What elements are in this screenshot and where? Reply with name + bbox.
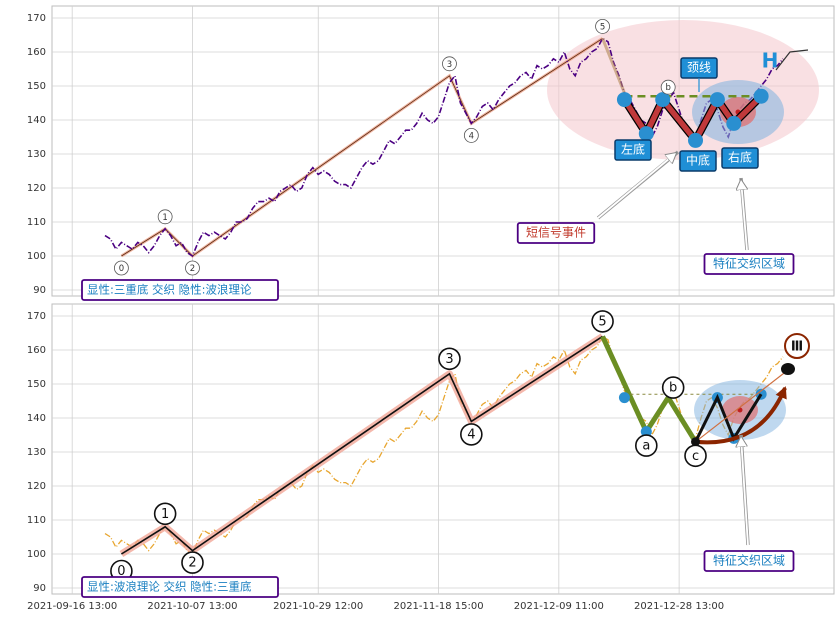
wave-point-label: 1: [162, 213, 167, 223]
y-tick-label: 150: [27, 81, 46, 92]
pattern-label-right: 右底: [728, 150, 752, 165]
pattern-marker: [616, 92, 632, 108]
pattern-label-middle-box: [679, 150, 717, 172]
wave-point-label: 3: [447, 60, 452, 70]
wave-point-marker: [185, 260, 200, 276]
wave-point-label: 1: [161, 507, 169, 522]
wave-point-label: 2: [190, 264, 195, 274]
x-tick-label: 2021-10-07 13:00: [147, 601, 237, 612]
y-tick-label: 150: [27, 379, 46, 390]
wave-point-marker: [635, 434, 658, 457]
pattern-label-middle: 中底: [686, 153, 710, 168]
pattern-marker: [709, 92, 725, 108]
wave-point-marker: [438, 347, 461, 371]
x-tick-label: 2021-12-28 13:00: [634, 601, 724, 612]
wave-point-marker: [114, 260, 129, 276]
neckline-label: 颈线: [687, 61, 711, 75]
zone-label-bottom-box: [703, 550, 795, 572]
pattern-region: [547, 20, 819, 160]
pattern-marker: [726, 115, 742, 131]
y-tick-label: 160: [27, 47, 46, 58]
caption-bottom: 显性:波浪理论 交织 隐性:三重底: [87, 580, 252, 594]
zone-label-top: 特征交织区域: [713, 256, 785, 271]
y-tick-label: 110: [27, 217, 46, 228]
impulse-wave-line: [120, 335, 603, 555]
wave-point-marker: [661, 376, 685, 399]
y-tick-label: 110: [27, 515, 46, 526]
target-marker: [784, 333, 810, 359]
wave-point-marker: [591, 310, 614, 333]
projection-start: [691, 437, 701, 447]
wave-point-marker: [181, 551, 204, 574]
y-tick-label: 130: [27, 149, 46, 160]
y-tick-label: 120: [27, 481, 46, 492]
wave-point-marker: [442, 56, 457, 72]
y-tick-label: 140: [27, 413, 46, 424]
pattern-marker: [618, 392, 630, 404]
y-tick-label: 160: [27, 345, 46, 356]
wave-point-marker: [684, 444, 707, 468]
pattern-label-right-box: [721, 147, 759, 169]
wave-point-label: 3: [445, 352, 453, 367]
wave-point-label: 0: [117, 564, 125, 579]
target-label: Ⅲ: [791, 340, 803, 355]
y-tick-label: 170: [27, 13, 46, 24]
wave-line-highlight: [601, 37, 626, 94]
pattern-marker: [640, 426, 652, 438]
caption-top: 显性:三重底 交织 隐性:波浪理论: [87, 283, 252, 297]
wave-point-marker: [153, 502, 177, 526]
wave-point-marker: [460, 423, 483, 446]
pattern-marker: [688, 132, 704, 148]
y-tick-label: 100: [27, 549, 46, 560]
projection-line: [695, 369, 789, 443]
pattern-marker: [753, 88, 769, 104]
wave-point-marker: [157, 209, 173, 225]
wave-point-label: a: [642, 439, 650, 454]
zone-label-top-box: [703, 253, 795, 275]
y-tick-label: 120: [27, 183, 46, 194]
y-tick-label: 90: [33, 583, 46, 594]
x-tick-label: 2021-11-18 15:00: [393, 601, 483, 612]
breakout-arrow: [775, 49, 809, 71]
y-tick-label: 140: [27, 115, 46, 126]
y-tick-label: 100: [27, 251, 46, 262]
pattern-label-left-box: [614, 139, 652, 161]
wave-point-label: b: [669, 381, 677, 396]
caption-top-box: [81, 279, 279, 301]
caption-bottom-box: [81, 576, 279, 598]
wave-point-marker: [595, 18, 610, 34]
x-tick-label: 2021-12-09 11:00: [514, 601, 604, 612]
wave-point-marker: [463, 127, 479, 143]
wave-point-label: 5: [600, 22, 605, 32]
target-point: [781, 363, 795, 375]
wave-point-marker: [660, 79, 676, 95]
zone-label-bottom: 特征交织区域: [713, 553, 785, 568]
event-label-box: [516, 222, 596, 244]
wave-point-label: 4: [467, 427, 475, 442]
event-arrow: [597, 153, 676, 219]
pattern-marker: [638, 126, 654, 142]
projection-arrow: [695, 386, 787, 445]
y-tick-label: 90: [33, 285, 46, 296]
wave-point-label: c: [692, 449, 699, 464]
y-tick-label: 170: [27, 311, 46, 322]
breakout-label: H: [762, 49, 779, 73]
event-label: 短信号事件: [526, 226, 586, 240]
correction-wave-line: [600, 335, 698, 444]
wave-point-label: 2: [188, 556, 196, 571]
pattern-label-left: 左底: [621, 142, 645, 157]
wave-point-label: 0: [119, 264, 124, 274]
wave-point-label: b: [665, 83, 670, 93]
price-series-line: [104, 37, 784, 258]
wave-point-label: 5: [598, 314, 606, 329]
zone-arrow: [741, 180, 748, 251]
x-tick-label: 2021-09-16 13:00: [27, 601, 117, 612]
x-tick-label: 2021-10-29 12:00: [273, 601, 363, 612]
pattern-marker: [655, 92, 671, 108]
y-tick-label: 130: [27, 447, 46, 458]
zone-arrow: [741, 437, 749, 546]
wave-point-label: 4: [469, 131, 474, 141]
